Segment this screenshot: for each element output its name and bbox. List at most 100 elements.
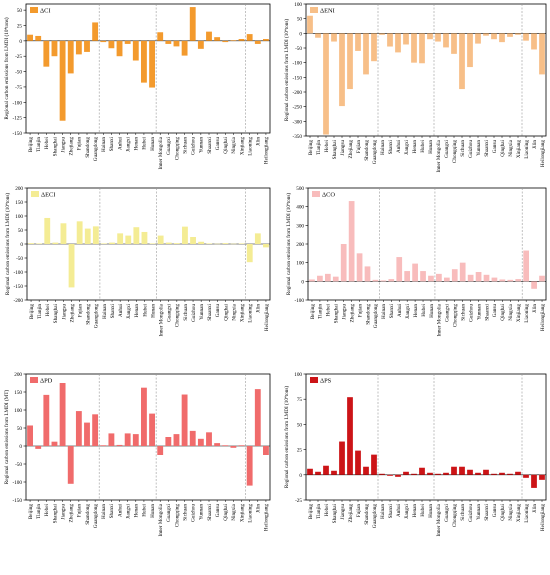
x-tick-label: Heilongjiang (264, 304, 270, 331)
x-tick-label: Yunnan (476, 504, 482, 520)
bar-jilin (255, 389, 261, 446)
legend-label: ΔECI (41, 192, 55, 199)
bar-tianjin (317, 276, 323, 282)
bar-chongqing (174, 41, 180, 47)
y-tick-label: -250 (292, 105, 302, 111)
bar-jilin (255, 41, 261, 44)
bar-fujian (76, 411, 82, 446)
y-axis-label: Regional carbon emissions from LMDI (10⁴… (285, 193, 292, 296)
bar-heilongjiang (539, 33, 545, 74)
y-tick-label: 300 (296, 223, 304, 229)
bar-jiangsu (341, 244, 347, 281)
bar-hubei (141, 388, 147, 446)
x-tick-label: Hebei (44, 136, 50, 149)
x-tick-label: Inner Mongolia (436, 503, 442, 536)
bar-jiangxi (403, 33, 409, 44)
bar-hunan (427, 473, 433, 475)
legend-label: ΔCI (40, 8, 51, 15)
bar-hunan (149, 41, 155, 88)
bar-zhejiang (347, 397, 353, 475)
x-tick-label: Qinghai (500, 503, 506, 520)
x-tick-label: Fujian (77, 137, 83, 151)
x-tick-label: Beijing (308, 140, 314, 156)
y-tick-label: -300 (292, 119, 302, 125)
bar-shaanxi (206, 32, 212, 41)
y-tick-label: 50 (297, 422, 303, 428)
x-tick-label: Fujian (356, 504, 362, 518)
x-tick-label: Beijing (28, 504, 34, 520)
x-tick-label: Anhui (118, 303, 124, 317)
bar-shanghai (52, 442, 58, 446)
bar-henan (412, 264, 418, 282)
legend-label: ΔPD (40, 378, 53, 385)
x-tick-label: Guizhou (468, 140, 474, 158)
bar-shanghai (331, 33, 337, 41)
x-tick-label: Hunan (150, 504, 156, 518)
x-tick-label: Shaanxi (207, 136, 213, 153)
bar-jiangxi (125, 236, 131, 244)
y-tick-label: 200 (296, 242, 304, 248)
bar-beijing (27, 35, 33, 41)
bar-guangdong (371, 33, 377, 61)
y-tick-label: 50 (17, 8, 23, 14)
y-tick-label: 0 (19, 39, 22, 45)
bar-beijing (27, 425, 33, 446)
y-tick-label: 400 (296, 205, 304, 211)
bar-guangdong (93, 226, 99, 244)
x-tick-label: Anhui (117, 503, 123, 517)
x-tick-label: Hunan (428, 504, 434, 518)
x-tick-label: Shanghai (52, 503, 58, 523)
x-tick-label: Beijing (28, 137, 34, 153)
x-tick-label: Yunnan (199, 137, 205, 153)
x-tick-label: Guangdong (94, 304, 100, 329)
bar-henan (133, 41, 139, 61)
x-tick-label: Shandong (365, 304, 371, 325)
bar-shanxi (108, 433, 114, 446)
x-tick-label: Henan (412, 140, 418, 154)
x-tick-label: Yunnan (476, 140, 482, 156)
x-tick-label: Qinghai (223, 503, 229, 520)
bar-guangdong (92, 22, 98, 40)
x-tick-label: Inner Mongolia (158, 503, 164, 536)
x-tick-label: Sichuan (182, 504, 188, 521)
x-tick-label: Hebei (45, 303, 51, 316)
y-tick-label: 150 (14, 390, 22, 396)
bar-jilin (255, 233, 261, 244)
x-tick-label: Beijing (310, 304, 316, 320)
bar-henan (133, 227, 139, 244)
legend-swatch (30, 377, 38, 383)
bar-sichuan (459, 467, 465, 475)
y-tick-label: -50 (295, 46, 302, 52)
x-tick-label: Inner Mongolia (158, 303, 164, 336)
x-tick-label: Shandong (85, 504, 91, 525)
x-tick-label: Hainan (380, 140, 386, 155)
bar-jiangxi (125, 433, 131, 446)
bar-sichuan (182, 227, 188, 244)
bar-chongqing (452, 269, 458, 281)
x-tick-label: Chongqing (452, 504, 458, 527)
x-tick-label: Jiangsu (340, 504, 346, 520)
x-tick-label: Jiangxi (405, 303, 411, 319)
bar-gansu (491, 474, 497, 475)
bar-tianjin (36, 243, 42, 244)
bar-gansu (214, 443, 220, 446)
x-tick-label: Jilin (256, 504, 262, 513)
x-tick-label: Xinjiang (239, 304, 245, 323)
y-tick-label: -50 (15, 462, 22, 468)
legend-swatch (312, 191, 320, 197)
bar-inner-mongolia (435, 33, 441, 41)
x-tick-label: Shaanxi (484, 303, 490, 320)
bar-hebei (43, 41, 49, 67)
bar-qinghai (499, 473, 505, 475)
x-tick-label: Jiangsu (60, 137, 66, 153)
x-tick-label: Anhui (117, 136, 123, 150)
x-tick-label: Shanxi (110, 303, 116, 318)
y-axis-label: Regional carbon emissions from LMDI (10⁴… (3, 17, 10, 120)
bar-anhui (395, 33, 401, 52)
bar-guangdong (92, 414, 98, 446)
bar-shaanxi (206, 432, 212, 446)
y-tick-label: 0 (19, 444, 22, 450)
y-tick-label: -50 (16, 256, 23, 262)
